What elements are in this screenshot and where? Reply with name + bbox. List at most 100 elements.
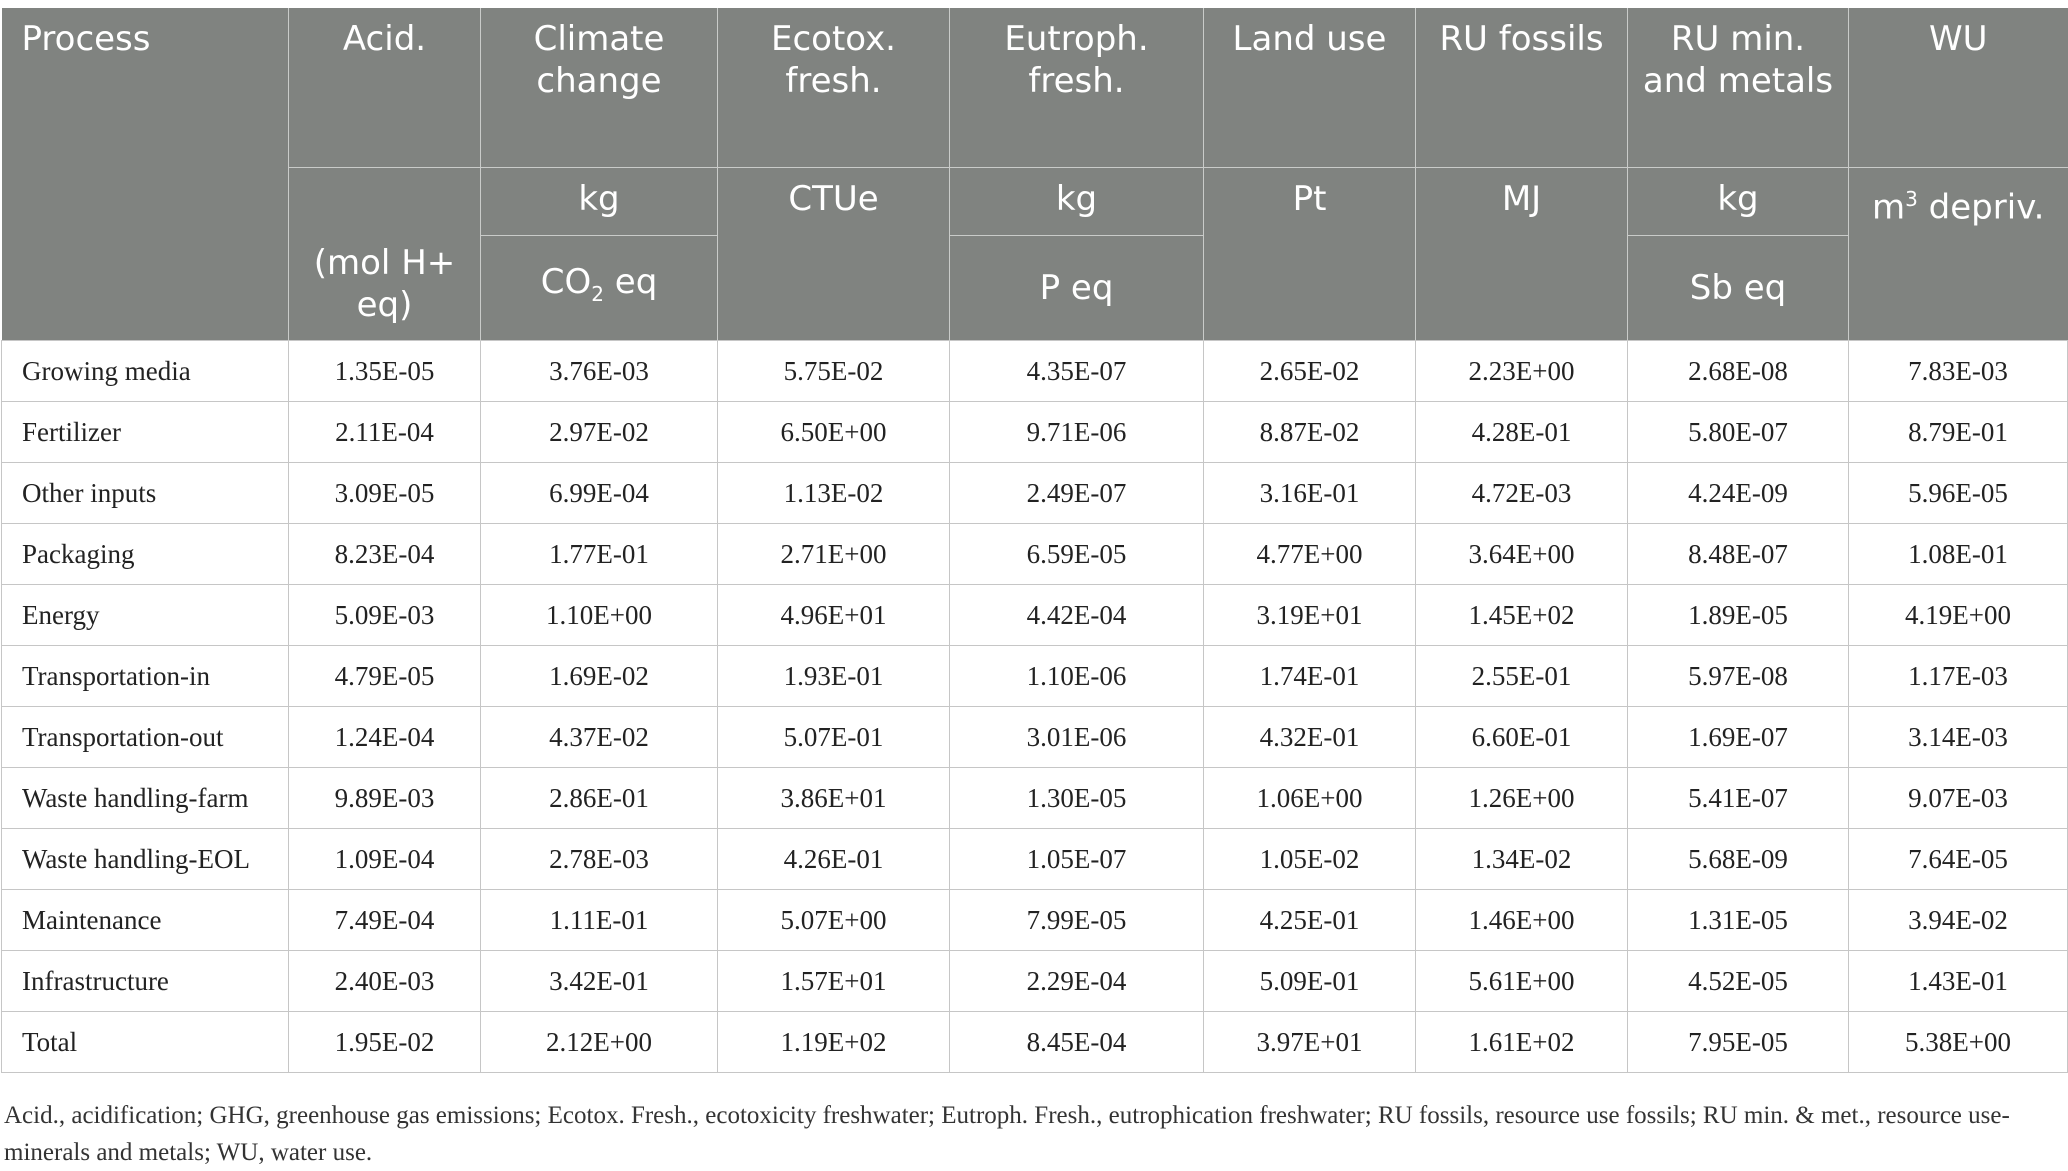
value-cell: 3.09E-05 (288, 462, 481, 524)
process-cell: Infrastructure (1, 950, 289, 1012)
process-cell: Growing media (1, 340, 289, 402)
value-cell: 2.11E-04 (288, 401, 481, 463)
value-cell: 3.64E+00 (1415, 523, 1628, 585)
value-cell: 4.24E-09 (1627, 462, 1849, 524)
unit-eutroph-2: P eq (949, 235, 1204, 341)
value-cell: 8.87E-02 (1203, 401, 1416, 463)
value-cell: 1.09E-04 (288, 828, 481, 890)
value-cell: 5.61E+00 (1415, 950, 1628, 1012)
value-cell: 3.42E-01 (480, 950, 718, 1012)
value-cell: 4.32E-01 (1203, 706, 1416, 768)
value-cell: 9.89E-03 (288, 767, 481, 829)
value-cell: 2.71E+00 (717, 523, 950, 585)
value-cell: 1.05E-02 (1203, 828, 1416, 890)
value-cell: 1.57E+01 (717, 950, 950, 1012)
process-cell: Fertilizer (1, 401, 289, 463)
table-footnote: Acid., acidification; GHG, greenhouse ga… (4, 1102, 2010, 1166)
value-cell: 2.12E+00 (480, 1011, 718, 1073)
unit-acid: (mol H+ eq) (288, 167, 481, 341)
table-row: Energy 5.09E-03 1.10E+00 4.96E+01 4.42E-04 3.… (1, 584, 2068, 646)
value-cell: 8.48E-07 (1627, 523, 1849, 585)
value-cell: 1.95E-02 (288, 1011, 481, 1073)
table-row: Transportation-out 1.24E-04 4.37E-02 5.07E-… (1, 706, 2068, 768)
value-cell: 5.07E-01 (717, 706, 950, 768)
value-cell: 1.69E-02 (480, 645, 718, 707)
value-cell: 1.10E+00 (480, 584, 718, 646)
process-cell: Total (1, 1011, 289, 1073)
unit-climate-change-2: CO2 eq (480, 235, 718, 341)
unit-ru-fossils: MJ (1415, 167, 1628, 341)
header-acid: Acid. (288, 8, 481, 168)
table-row: Growing media 1.35E-05 3.76E-03 5.75E-02 4.3… (1, 340, 2068, 402)
value-cell: 3.19E+01 (1203, 584, 1416, 646)
process-cell: Packaging (1, 523, 289, 585)
value-cell: 1.08E-01 (1848, 523, 2068, 585)
table-container: Process Acid. Climate change Ecotox. fre… (0, 8, 2068, 1171)
value-cell: 6.99E-04 (480, 462, 718, 524)
value-cell: 3.14E-03 (1848, 706, 2068, 768)
value-cell: 1.26E+00 (1415, 767, 1628, 829)
value-cell: 8.23E-04 (288, 523, 481, 585)
value-cell: 2.68E-08 (1627, 340, 1849, 402)
value-cell: 1.35E-05 (288, 340, 481, 402)
value-cell: 2.23E+00 (1415, 340, 1628, 402)
value-cell: 1.93E-01 (717, 645, 950, 707)
value-cell: 5.80E-07 (1627, 401, 1849, 463)
value-cell: 2.40E-03 (288, 950, 481, 1012)
value-cell: 2.97E-02 (480, 401, 718, 463)
table-row: Transportation-in 4.79E-05 1.69E-02 1.93E-0… (1, 645, 2068, 707)
header-ecotox: Ecotox. fresh. (717, 8, 950, 168)
value-cell: 1.10E-06 (949, 645, 1204, 707)
value-cell: 1.17E-03 (1848, 645, 2068, 707)
process-cell: Other inputs (1, 462, 289, 524)
table-row: Waste handling-farm 9.89E-03 2.86E-01 3.86E… (1, 767, 2068, 829)
unit-land-use: Pt (1203, 167, 1416, 341)
value-cell: 3.76E-03 (480, 340, 718, 402)
value-cell: 4.77E+00 (1203, 523, 1416, 585)
value-cell: 4.52E-05 (1627, 950, 1849, 1012)
process-cell: Maintenance (1, 889, 289, 951)
value-cell: 7.83E-03 (1848, 340, 2068, 402)
unit-ru-minerals-2: Sb eq (1627, 235, 1849, 341)
header-eutroph: Eutroph. fresh. (949, 8, 1204, 168)
value-cell: 5.09E-01 (1203, 950, 1416, 1012)
value-cell: 2.78E-03 (480, 828, 718, 890)
value-cell: 6.59E-05 (949, 523, 1204, 585)
value-cell: 7.49E-04 (288, 889, 481, 951)
process-cell: Energy (1, 584, 289, 646)
value-cell: 1.69E-07 (1627, 706, 1849, 768)
value-cell: 7.95E-05 (1627, 1011, 1849, 1073)
unit-climate-change-1: kg (480, 167, 718, 236)
value-cell: 2.49E-07 (949, 462, 1204, 524)
value-cell: 1.11E-01 (480, 889, 718, 951)
table-row: Maintenance 7.49E-04 1.11E-01 5.07E+00 7.99E… (1, 889, 2068, 951)
value-cell: 8.45E-04 (949, 1011, 1204, 1073)
unit-ecotox: CTUe (717, 167, 950, 341)
unit-ru-minerals-1: kg (1627, 167, 1849, 236)
header-land-use: Land use (1203, 8, 1416, 168)
value-cell: 1.61E+02 (1415, 1011, 1628, 1073)
value-cell: 4.28E-01 (1415, 401, 1628, 463)
header-climate-change: Climate change (480, 8, 718, 168)
value-cell: 1.24E-04 (288, 706, 481, 768)
value-cell: 1.19E+02 (717, 1011, 950, 1073)
value-cell: 6.60E-01 (1415, 706, 1628, 768)
value-cell: 1.45E+02 (1415, 584, 1628, 646)
value-cell: 1.13E-02 (717, 462, 950, 524)
value-cell: 1.34E-02 (1415, 828, 1628, 890)
process-cell: Transportation-out (1, 706, 289, 768)
value-cell: 4.72E-03 (1415, 462, 1628, 524)
value-cell: 4.79E-05 (288, 645, 481, 707)
value-cell: 1.77E-01 (480, 523, 718, 585)
process-cell: Waste handling-farm (1, 767, 289, 829)
value-cell: 1.06E+00 (1203, 767, 1416, 829)
header-wu: WU (1848, 8, 2068, 168)
value-cell: 4.26E-01 (717, 828, 950, 890)
header-process: Process (1, 8, 289, 341)
value-cell: 4.25E-01 (1203, 889, 1416, 951)
value-cell: 5.96E-05 (1848, 462, 2068, 524)
value-cell: 3.86E+01 (717, 767, 950, 829)
value-cell: 3.16E-01 (1203, 462, 1416, 524)
table-row: Total 1.95E-02 2.12E+00 1.19E+02 8.45E-04 3.9… (1, 1011, 2068, 1073)
table-row: Fertilizer 2.11E-04 2.97E-02 6.50E+00 9.71E-… (1, 401, 2068, 463)
